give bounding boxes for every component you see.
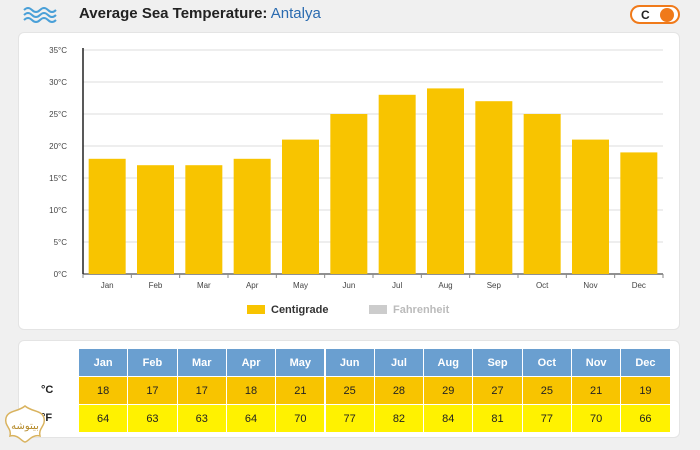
fahrenheit-cell: 84 (424, 405, 474, 432)
fahrenheit-cell: 63 (177, 405, 227, 432)
fahrenheit-cell: 82 (374, 405, 425, 432)
x-tick-label: Jul (392, 281, 402, 290)
month-header-cell: Dec (621, 349, 671, 376)
bar-dec (620, 152, 658, 274)
x-tick-label: Sep (487, 281, 502, 290)
legend-swatch-centigrade (247, 305, 265, 314)
y-tick-label: 10°C (49, 206, 67, 215)
svg-text:بیتوشه: بیتوشه (11, 421, 39, 432)
unit-toggle[interactable]: C (630, 5, 680, 24)
month-header-cell: May (276, 349, 326, 376)
celsius-cell: 17 (177, 377, 227, 404)
title-location: Antalya (270, 5, 321, 22)
header: Average Sea Temperature: Antalya C (0, 0, 700, 30)
month-header-cell: Jan (79, 349, 129, 376)
y-tick-label: 20°C (49, 142, 67, 151)
unit-toggle-label: C (641, 8, 650, 22)
month-header-cell: Mar (177, 349, 227, 376)
bar-jun (330, 114, 368, 274)
month-header-cell: Jul (374, 349, 425, 376)
bar-sep (475, 101, 513, 274)
celsius-cell: 17 (128, 377, 178, 404)
celsius-cell: 28 (374, 377, 425, 404)
celsius-cell: 18 (226, 377, 277, 404)
chart-card: 0°C 5°C 10°C 15°C 20°C 25°C 30°C 35°C Jan Feb Mar A… (18, 32, 680, 330)
bar-may (282, 139, 319, 274)
title-main: Average Sea Temperature: (79, 5, 268, 22)
x-tick-label: Oct (536, 281, 549, 290)
celsius-cell: 18 (79, 377, 129, 404)
x-tick-label: Feb (149, 281, 163, 290)
celsius-cell: 21 (276, 377, 326, 404)
x-tick-label: Jun (342, 281, 355, 290)
bar-mar (185, 165, 223, 274)
fahrenheit-row-label: °F (41, 412, 53, 424)
legend-label-centigrade: Centigrade (271, 304, 328, 316)
legend-swatch-fahrenheit (369, 305, 387, 314)
bar-jan (88, 158, 126, 274)
month-header-cell: Jun (325, 349, 375, 376)
celsius-cell: 19 (621, 377, 671, 404)
month-header-cell: Oct (522, 349, 572, 376)
bar-apr (233, 158, 271, 274)
bar-jul (378, 94, 416, 274)
sea-wave-icon (23, 7, 57, 23)
y-tick-label: 35°C (49, 46, 67, 55)
y-tick-label: 5°C (54, 238, 68, 247)
celsius-cell: 21 (572, 377, 622, 404)
watermark-logo: بیتوشه (4, 405, 46, 443)
fahrenheit-cell: 64 (79, 405, 129, 432)
fahrenheit-cell: 81 (473, 405, 523, 432)
legend-label-fahrenheit: Fahrenheit (393, 304, 450, 316)
y-tick-label: 15°C (49, 174, 67, 183)
temperature-chart: 0°C 5°C 10°C 15°C 20°C 25°C 30°C 35°C Jan Feb Mar A… (49, 46, 664, 316)
bar-feb (137, 165, 174, 274)
fahrenheit-cell: 70 (572, 405, 622, 432)
month-header-cell: Apr (226, 349, 277, 376)
fahrenheit-cell: 64 (226, 405, 277, 432)
celsius-cell: 29 (424, 377, 474, 404)
temperature-table: °C °F Jan Feb Mar Apr May Jun Jul Aug Sep Oct Nov D… (18, 340, 680, 438)
fahrenheit-cell: 77 (522, 405, 572, 432)
x-tick-label: Apr (246, 281, 259, 290)
celsius-row-label: °C (41, 384, 54, 396)
y-tick-label: 0°C (54, 270, 68, 279)
bar-aug (427, 88, 464, 275)
fahrenheit-cell: 70 (276, 405, 326, 432)
month-header-cell: Sep (473, 349, 523, 376)
x-tick-label: Dec (632, 281, 646, 290)
toggle-knob (660, 8, 674, 22)
celsius-cell: 27 (473, 377, 523, 404)
month-header-cell: Aug (424, 349, 474, 376)
page-title: Average Sea Temperature: Antalya (79, 5, 321, 22)
celsius-cell: 25 (325, 377, 375, 404)
y-tick-label: 25°C (49, 110, 67, 119)
x-tick-label: May (293, 281, 308, 290)
x-tick-label: Nov (583, 281, 597, 290)
y-tick-label: 30°C (49, 78, 67, 87)
fahrenheit-cell: 66 (621, 405, 671, 432)
bar-nov (572, 139, 609, 274)
celsius-cell: 25 (522, 377, 572, 404)
month-header-cell: Feb (128, 349, 178, 376)
x-tick-label: Jan (101, 281, 114, 290)
month-header-cell: Nov (572, 349, 622, 376)
x-tick-label: Mar (197, 281, 211, 290)
fahrenheit-cell: 63 (128, 405, 178, 432)
fahrenheit-cell: 77 (325, 405, 375, 432)
bar-oct (523, 114, 561, 274)
x-tick-label: Aug (438, 281, 452, 290)
